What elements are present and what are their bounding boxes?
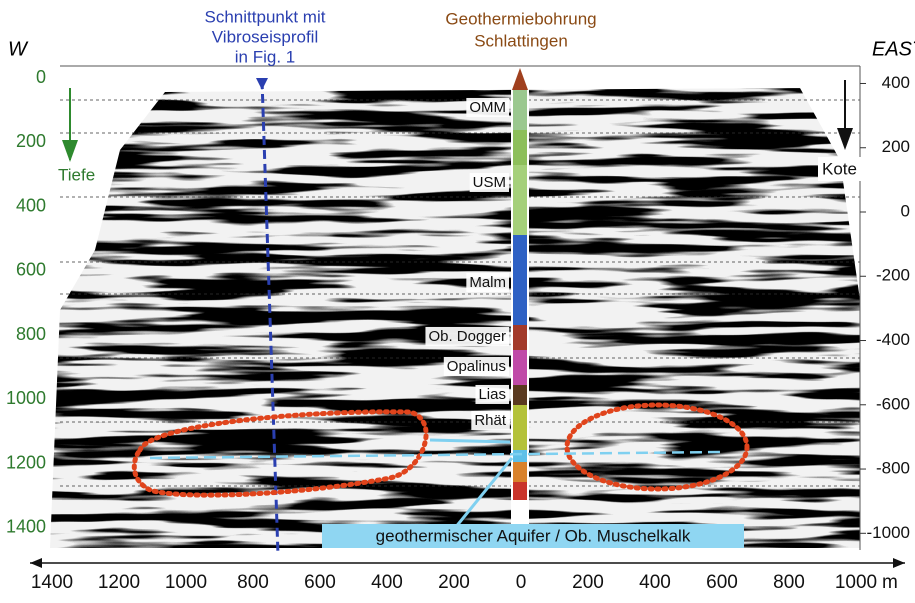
distance-tick-label: 1000 <box>165 572 207 593</box>
distance-tick-label: 200 <box>572 572 604 593</box>
formation-label: Malm <box>469 274 506 291</box>
distance-tick-label: 1200 <box>98 572 140 593</box>
formation-label-bg <box>443 356 509 376</box>
elevation-label: Kote <box>822 159 857 178</box>
axis-arrow <box>893 558 905 568</box>
elevation-tick-label: -800 <box>876 459 910 478</box>
intersection-label: in Fig. 1 <box>235 47 295 66</box>
east-label: EAST <box>872 38 915 60</box>
distance-tick-label: 800 <box>773 572 805 593</box>
distance-tick-label: 400 <box>639 572 671 593</box>
distance-tick-label: 1000 <box>835 572 877 593</box>
formation-label-bg <box>466 272 509 292</box>
distance-tick-label: 600 <box>304 572 336 593</box>
formation-label: Rhät <box>474 412 507 429</box>
aquifer-label-box <box>322 524 744 548</box>
aquifer-label: geothermischer Aquifer / Ob. Muschelkalk <box>376 526 691 545</box>
formation-label: Ob. Dogger <box>428 328 506 345</box>
formation-label: Lias <box>478 386 506 403</box>
elevation-tick-label: 400 <box>882 73 910 92</box>
distance-tick-label: 800 <box>237 572 269 593</box>
depth-tick-label: 600 <box>16 260 46 280</box>
formation-label: Opalinus <box>447 358 506 375</box>
aquifer-line <box>149 450 721 460</box>
seismic-section <box>50 88 860 548</box>
borehole-head <box>512 68 528 90</box>
elevation-tick-label: -1000 <box>867 523 910 542</box>
distance-tick-label: 1400 <box>31 572 73 593</box>
formation-label: USM <box>473 174 506 191</box>
formation-label-bg <box>471 410 510 430</box>
elevation-tick-label: 200 <box>882 137 910 156</box>
intersection-label: Vibroseisprofil <box>212 27 318 46</box>
elevation-tick-label: -400 <box>876 330 910 349</box>
depth-guides <box>60 99 860 487</box>
formation-label: OMM <box>469 99 506 116</box>
elevation-tick-label: 0 <box>901 201 910 220</box>
depth-label-bg <box>56 163 106 187</box>
formation-label-bg <box>466 97 509 117</box>
west-label: W <box>8 38 29 60</box>
formation-label-bg <box>425 326 509 346</box>
formation-label-bg <box>469 172 509 192</box>
distance-tick-label: 0 <box>516 572 527 593</box>
distance-tick-label: 400 <box>371 572 403 593</box>
aquifer-outlines <box>131 402 750 498</box>
elevation-label-bg <box>818 157 866 181</box>
elevation-tick-label: -600 <box>876 394 910 413</box>
depth-tick-label: 1200 <box>6 452 46 472</box>
depth-label: Tiefe <box>58 165 95 184</box>
depth-tick-label: 400 <box>16 195 46 215</box>
formation-label-bg <box>475 384 509 404</box>
depth-arrow-head <box>62 140 78 162</box>
intersection-line <box>260 79 280 556</box>
elevation-arrow-head <box>837 128 853 150</box>
borehole-label: Geothermiebohrung <box>445 9 596 28</box>
intersection-label: Schnittpunkt mit <box>205 7 326 26</box>
borehole-label: Schlattingen <box>474 31 568 50</box>
depth-tick-label: 800 <box>16 324 46 344</box>
elevation-tick-label: -200 <box>876 266 910 285</box>
intersection-marker <box>256 78 268 90</box>
distance-unit: m <box>882 572 898 593</box>
axis-arrow <box>30 558 42 568</box>
distance-tick-label: 600 <box>706 572 738 593</box>
aquifer-line <box>429 438 511 444</box>
depth-tick-label: 0 <box>36 67 46 87</box>
depth-tick-label: 200 <box>16 131 46 151</box>
depth-tick-label: 1400 <box>6 517 46 537</box>
distance-tick-label: 200 <box>438 572 470 593</box>
depth-tick-label: 1000 <box>6 388 46 408</box>
aquifer-pointer <box>453 457 514 529</box>
borehole-column <box>513 90 527 500</box>
